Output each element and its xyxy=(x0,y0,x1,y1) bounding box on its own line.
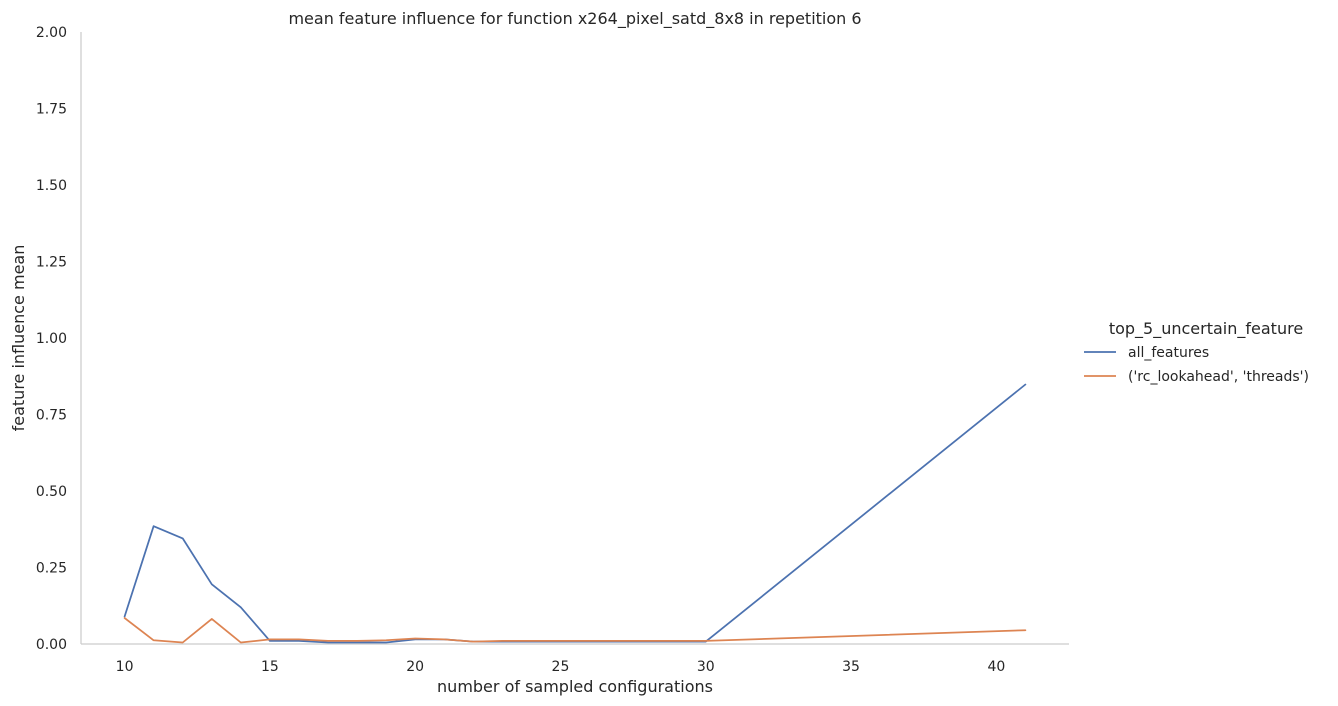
y-tick-label: 1.00 xyxy=(36,331,67,347)
x-axis-label: number of sampled configurations xyxy=(437,677,713,696)
legend-entry-2: ('rc_lookahead', 'threads') xyxy=(1128,369,1309,385)
x-tick-label: 20 xyxy=(406,659,424,675)
y-tick-label: 0.25 xyxy=(36,561,67,577)
axes: 10 15 20 25 30 35 40 0.00 0.25 0.50 0.75 1.00 1.25 1.… xyxy=(36,25,1069,675)
y-tick-label: 0.75 xyxy=(36,408,67,424)
x-tick-label: 40 xyxy=(987,659,1005,675)
series-line-1 xyxy=(123,383,1027,644)
y-tick-label: 1.25 xyxy=(36,255,67,271)
legend: top_5_uncertain_feature all_features ('rc… xyxy=(1084,319,1309,385)
legend-title: top_5_uncertain_feature xyxy=(1109,319,1303,339)
series-lines xyxy=(123,383,1027,644)
x-tick-label: 35 xyxy=(842,659,860,675)
y-tick-label: 1.50 xyxy=(36,178,67,194)
y-tick-label: 2.00 xyxy=(36,25,67,41)
x-tick-label: 25 xyxy=(552,659,570,675)
legend-entry-1: all_features xyxy=(1128,345,1209,361)
x-tick-label: 30 xyxy=(697,659,715,675)
chart-title: mean feature influence for function x264… xyxy=(288,9,861,29)
x-tick-label: 15 xyxy=(261,659,279,675)
x-tick-label: 10 xyxy=(116,659,134,675)
series-line-2 xyxy=(123,617,1027,644)
y-tick-label: 0.50 xyxy=(36,484,67,500)
y-axis-label: feature influence mean xyxy=(9,245,28,432)
y-tick-label: 1.75 xyxy=(36,102,67,118)
y-tick-label: 0.00 xyxy=(36,637,67,653)
